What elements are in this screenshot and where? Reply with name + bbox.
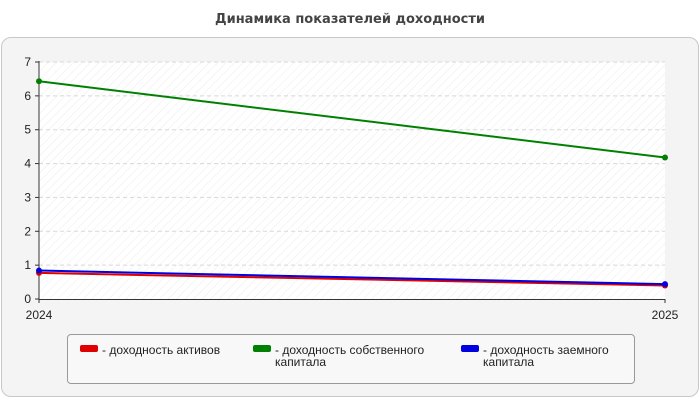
x-tick-label: 2024 [26,308,53,322]
x-tick-label: 2025 [652,308,679,322]
legend-swatch-equity [253,345,271,352]
data-point-2-0 [36,267,42,274]
y-tick-label: 1 [24,258,31,272]
series-line-2 [38,269,666,286]
data-point-1-0 [36,78,42,85]
y-tick-label: 3 [24,190,31,204]
series-line-1 [38,80,666,159]
y-tick-label: 2 [24,224,31,238]
legend-label-debt: - доходность заемного капитала [483,343,609,369]
legend-swatch-assets [80,345,98,352]
y-tick-label: 4 [24,157,31,171]
legend-label-assets: - доходность активов [102,343,221,357]
y-tick-label: 6 [24,89,31,103]
series-line-0 [38,271,666,287]
y-tick-label: 5 [24,123,31,137]
y-tick-label: 0 [24,292,31,306]
legend-label-equity: - доходность собственного капитала [275,343,425,369]
y-tick-label: 7 [24,55,31,69]
legend: - доходность активов - доходность собств… [67,334,635,384]
plot-area [39,62,665,299]
data-point-1-1 [662,154,668,161]
legend-swatch-debt [461,345,479,352]
data-point-2-1 [662,281,668,288]
chart-title: Динамика показателей доходности [215,12,485,27]
